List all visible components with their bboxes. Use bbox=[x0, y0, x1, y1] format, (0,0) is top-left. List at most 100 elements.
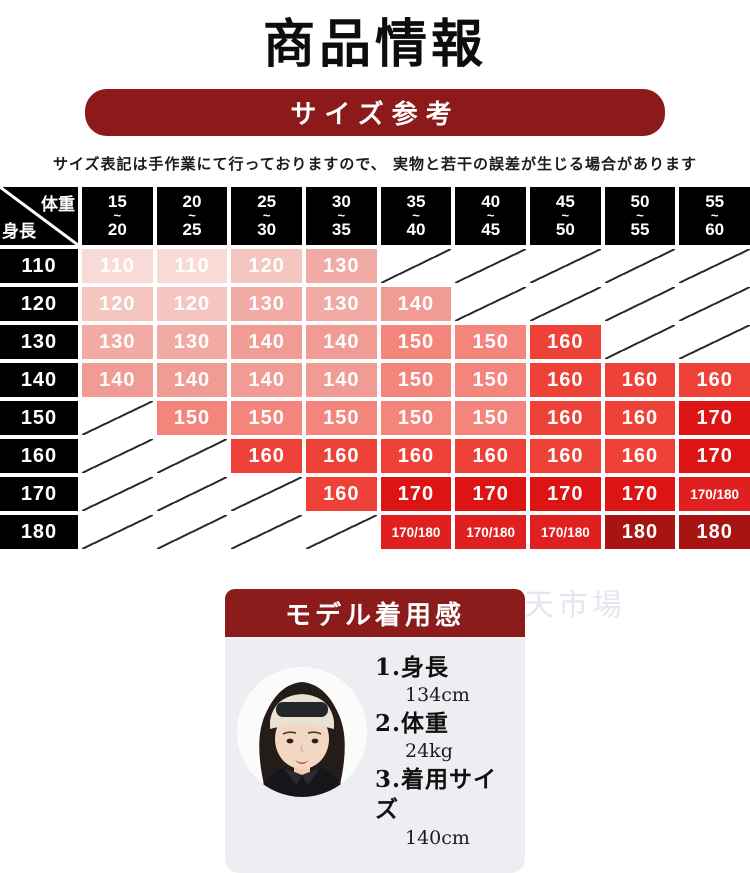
model-fit-body: 1.身長 134cm 2.体重 24kg 3.着用サイズ 140cm bbox=[225, 637, 525, 873]
empty-cell bbox=[604, 325, 676, 359]
weight-column-header: 45 ~50 bbox=[529, 187, 601, 245]
size-cell: 120 bbox=[156, 287, 228, 321]
size-cell: 170/180 bbox=[455, 515, 526, 549]
empty-cell bbox=[679, 325, 750, 359]
size-cell: 150 bbox=[305, 401, 377, 435]
empty-cell bbox=[82, 515, 153, 549]
size-cell: 150 bbox=[380, 401, 452, 435]
size-cell: 160 bbox=[679, 363, 750, 397]
size-cell: 120 bbox=[231, 249, 302, 283]
weight-axis-label: 体重 bbox=[41, 195, 75, 214]
empty-cell bbox=[156, 439, 228, 473]
size-cell: 170/180 bbox=[529, 515, 601, 549]
height-row-header: 150 bbox=[0, 401, 78, 435]
height-row-header: 180 bbox=[0, 515, 78, 549]
empty-cell bbox=[82, 439, 153, 473]
size-cell: 160 bbox=[455, 439, 526, 473]
model-item-value: 134cm bbox=[405, 684, 470, 707]
size-cell: 160 bbox=[305, 439, 377, 473]
empty-cell bbox=[231, 515, 302, 549]
size-cell: 160 bbox=[529, 401, 601, 435]
weight-column-header: 20 ~25 bbox=[156, 187, 228, 245]
height-row-header: 130 bbox=[0, 325, 78, 359]
size-cell: 140 bbox=[82, 363, 153, 397]
empty-cell bbox=[82, 401, 153, 435]
empty-cell bbox=[679, 287, 750, 321]
size-cell: 150 bbox=[455, 363, 526, 397]
empty-cell bbox=[231, 477, 302, 511]
empty-cell bbox=[380, 249, 452, 283]
size-cell: 170 bbox=[380, 477, 452, 511]
corner-cell: 体重 身長 bbox=[0, 187, 78, 245]
size-cell: 140 bbox=[156, 363, 228, 397]
model-fit-card: モデル着用感 1.身長 134cm 2.体重 24kg 3.着用サイズ 140 bbox=[225, 589, 525, 873]
size-cell: 170 bbox=[679, 401, 750, 435]
height-row-header: 160 bbox=[0, 439, 78, 473]
height-row-header: 120 bbox=[0, 287, 78, 321]
size-cell: 160 bbox=[604, 439, 676, 473]
size-cell: 180 bbox=[679, 515, 750, 549]
size-cell: 180 bbox=[604, 515, 676, 549]
size-cell: 120 bbox=[82, 287, 153, 321]
weight-column-header: 35 ~40 bbox=[380, 187, 452, 245]
empty-cell bbox=[156, 515, 228, 549]
size-cell: 150 bbox=[231, 401, 302, 435]
empty-cell bbox=[82, 477, 153, 511]
empty-cell bbox=[455, 249, 526, 283]
size-cell: 150 bbox=[455, 325, 526, 359]
model-photo bbox=[237, 667, 367, 797]
empty-cell bbox=[529, 249, 601, 283]
weight-column-header: 50 ~55 bbox=[604, 187, 676, 245]
empty-cell bbox=[455, 287, 526, 321]
size-cell: 140 bbox=[305, 325, 377, 359]
size-cell: 130 bbox=[305, 287, 377, 321]
size-cell: 140 bbox=[231, 363, 302, 397]
height-row-header: 170 bbox=[0, 477, 78, 511]
empty-cell bbox=[529, 287, 601, 321]
size-cell: 130 bbox=[156, 325, 228, 359]
model-info: 1.身長 134cm 2.体重 24kg 3.着用サイズ 140cm bbox=[375, 651, 519, 851]
size-cell: 130 bbox=[305, 249, 377, 283]
size-cell: 160 bbox=[305, 477, 377, 511]
weight-column-header: 30 ~35 bbox=[305, 187, 377, 245]
size-cell: 160 bbox=[529, 325, 601, 359]
size-cell: 170/180 bbox=[380, 515, 452, 549]
weight-column-header: 25 ~30 bbox=[231, 187, 302, 245]
size-cell: 170 bbox=[679, 439, 750, 473]
size-cell: 150 bbox=[380, 363, 452, 397]
empty-cell bbox=[604, 249, 676, 283]
size-cell: 140 bbox=[380, 287, 452, 321]
size-cell: 150 bbox=[380, 325, 452, 359]
size-table: 体重 身長 15 ~20 20 ~25 25 ~30 30 ~35 35 ~40 40 ~45 45 ~5… bbox=[0, 187, 750, 549]
size-cell: 150 bbox=[455, 401, 526, 435]
girl-photo-illustration bbox=[237, 667, 367, 797]
size-cell: 160 bbox=[380, 439, 452, 473]
size-cell: 140 bbox=[305, 363, 377, 397]
size-cell: 170/180 bbox=[679, 477, 750, 511]
size-cell: 160 bbox=[231, 439, 302, 473]
height-axis-label: 身長 bbox=[2, 222, 36, 241]
size-cell: 130 bbox=[231, 287, 302, 321]
size-cell: 160 bbox=[529, 439, 601, 473]
model-item-label: 1.身長 bbox=[375, 654, 450, 681]
size-cell: 140 bbox=[231, 325, 302, 359]
model-item-label: 3.着用サイズ bbox=[375, 766, 498, 824]
size-reference-banner: サイズ参考 bbox=[85, 89, 665, 136]
size-cell: 110 bbox=[156, 249, 228, 283]
model-item-value: 24kg bbox=[405, 740, 453, 763]
size-cell: 160 bbox=[529, 363, 601, 397]
size-cell: 110 bbox=[82, 249, 153, 283]
model-item-value: 140cm bbox=[405, 826, 470, 849]
weight-column-header: 15 ~20 bbox=[82, 187, 153, 245]
empty-cell bbox=[679, 249, 750, 283]
size-cell: 130 bbox=[82, 325, 153, 359]
diagonal-divider bbox=[0, 187, 78, 245]
page-title: 商品情報 bbox=[262, 14, 487, 75]
size-cell: 160 bbox=[604, 401, 676, 435]
size-cell: 170 bbox=[455, 477, 526, 511]
size-cell: 170 bbox=[529, 477, 601, 511]
size-cell: 170 bbox=[604, 477, 676, 511]
model-fit-header: モデル着用感 bbox=[225, 589, 525, 637]
weight-column-header: 40 ~45 bbox=[455, 187, 526, 245]
height-row-header: 140 bbox=[0, 363, 78, 397]
